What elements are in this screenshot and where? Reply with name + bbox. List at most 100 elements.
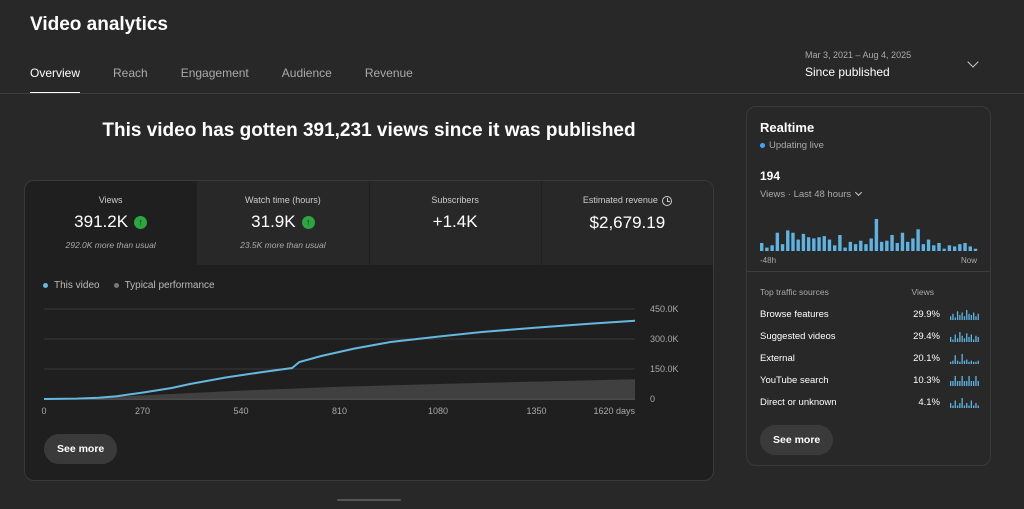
sparkline-bar <box>952 339 954 342</box>
realtime-bar <box>942 248 946 251</box>
realtime-bar <box>879 241 884 251</box>
page-title: Video analytics <box>30 14 168 35</box>
metric-views[interactable]: Views 391.2K ↑ 292.0K more than usual <box>25 181 198 265</box>
traffic-sparkline <box>950 398 979 408</box>
tab-overview[interactable]: Overview <box>30 66 81 94</box>
sparkline-bar <box>961 398 963 408</box>
sparkline-bar <box>952 313 954 320</box>
sparkline-bar <box>975 403 977 408</box>
sparkline-bar <box>970 381 972 386</box>
divider <box>747 271 990 272</box>
traffic-header: Top traffic sources Views <box>760 287 934 297</box>
realtime-bar <box>786 230 790 251</box>
traffic-source-row: Browse features 29.9% <box>760 307 980 321</box>
realtime-bar <box>838 235 842 251</box>
realtime-bar <box>812 238 816 251</box>
realtime-bar <box>817 237 821 251</box>
sparkline-bar <box>966 403 968 408</box>
sparkline-bar <box>970 400 972 408</box>
metric-subscribers[interactable]: Subscribers +1.4K <box>370 181 542 265</box>
legend-typical: Typical performance <box>113 280 215 291</box>
x-tick-label: 1350 <box>526 406 546 416</box>
x-tick-label: 1080 <box>428 406 448 416</box>
sparkline-bar <box>952 405 954 408</box>
sparkline-bar <box>954 355 956 364</box>
tab-bar: Overview Reach Engagement Audience Reven… <box>30 66 446 94</box>
sparkline-bar <box>950 337 952 342</box>
realtime-bar <box>916 229 920 251</box>
realtime-bar <box>843 247 847 251</box>
realtime-bar <box>806 237 811 251</box>
sparkline-bar <box>966 333 968 342</box>
realtime-bar <box>947 245 952 251</box>
tab-reach[interactable]: Reach <box>113 66 148 80</box>
sparkline-bar <box>973 361 975 364</box>
sparkline-bar <box>959 332 961 342</box>
realtime-bar <box>973 248 978 251</box>
traffic-header-source: Top traffic sources <box>760 287 829 297</box>
sparkline-bar <box>956 360 959 364</box>
realtime-bar <box>968 246 972 251</box>
realtime-bar-chart <box>760 219 978 251</box>
y-tick-label: 450.0K <box>650 304 679 314</box>
typical-performance-area <box>44 379 635 399</box>
tab-audience[interactable]: Audience <box>281 66 332 80</box>
traffic-source-name: Suggested videos <box>760 330 836 342</box>
this-video-line <box>43 319 636 400</box>
sparkline-bar <box>963 338 966 342</box>
realtime-period-dropdown[interactable]: Views · Last 48 hours <box>760 188 863 200</box>
sparkline-bar <box>950 361 952 364</box>
sparkline-bar <box>977 337 979 342</box>
sparkline-bar <box>963 405 966 408</box>
tab-engagement[interactable]: Engagement <box>180 66 249 80</box>
date-range-picker[interactable]: Mar 3, 2021 – Aug 4, 2025 Since publishe… <box>805 50 985 79</box>
metric-value: 391.2K <box>74 212 129 231</box>
sparkline-bar <box>973 405 975 408</box>
sparkline-bar <box>961 354 963 364</box>
realtime-bar <box>900 232 905 251</box>
sparkline-bar <box>963 360 966 364</box>
realtime-bar <box>848 241 853 251</box>
sparkline-bar <box>952 360 954 364</box>
sparkline-bar <box>954 400 956 408</box>
overview-card: Views 391.2K ↑ 292.0K more than usual Wat… <box>24 180 714 481</box>
sparkline-bar <box>950 316 952 320</box>
sparkline-bar <box>956 338 959 342</box>
traffic-source-row: Suggested videos 29.4% <box>760 329 980 343</box>
x-tick-label: 810 <box>332 406 347 416</box>
metric-revenue[interactable]: Estimated revenue $2,679.19 <box>542 181 713 265</box>
see-more-button[interactable]: See more <box>44 434 118 464</box>
tab-revenue[interactable]: Revenue <box>364 66 413 80</box>
scroll-indicator <box>337 499 401 501</box>
sparkline-bar <box>975 376 977 386</box>
sparkline-bar <box>975 361 977 364</box>
trend-up-icon: ↑ <box>301 215 315 229</box>
sparkline-bar <box>950 403 952 408</box>
sparkline-bar <box>973 381 975 386</box>
metric-value: +1.4K <box>432 212 478 231</box>
sparkline-bar <box>970 334 972 342</box>
sparkline-bar <box>973 312 975 320</box>
sparkline-bar <box>954 334 956 342</box>
realtime-bar <box>869 238 873 251</box>
sparkline-bar <box>966 359 968 364</box>
realtime-card: Realtime Updating live 194 Views · Last … <box>746 106 991 466</box>
sparkline-bar <box>963 316 966 320</box>
sparkline-bar <box>970 315 972 320</box>
date-range-label: Since published <box>805 65 890 79</box>
see-more-button[interactable]: See more <box>760 425 834 455</box>
sparkline-bar <box>954 376 956 386</box>
metric-watch-time[interactable]: Watch time (hours) 31.9K ↑ 23.5K more tha… <box>197 181 370 265</box>
traffic-source-name: Direct or unknown <box>760 396 837 408</box>
realtime-bar <box>895 243 899 251</box>
realtime-bar <box>937 243 941 251</box>
sparkline-bar <box>952 381 954 386</box>
sparkline-bar <box>968 313 970 320</box>
realtime-bar <box>770 245 774 251</box>
sparkline-bar <box>973 339 975 342</box>
views-chart: 0 150.0K 300.0K 450.0K 0 270 540 810 1080 1350 162… <box>41 304 679 416</box>
x-tick-label: 540 <box>233 406 248 416</box>
axis-end-label: Now <box>960 256 977 265</box>
sparkline-bar <box>975 316 977 320</box>
metric-label: Views <box>98 195 123 205</box>
